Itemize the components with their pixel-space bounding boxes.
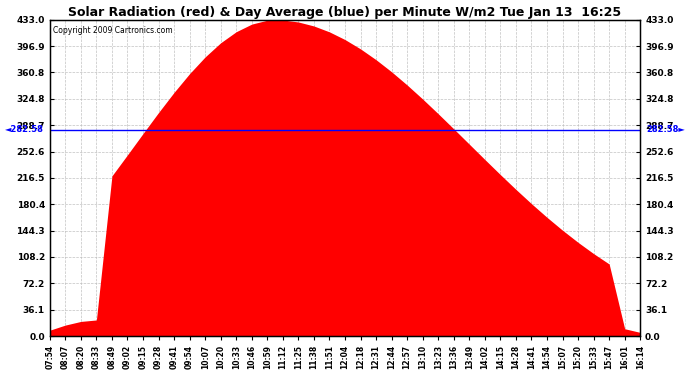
Text: ◄282.58: ◄282.58: [5, 125, 44, 134]
Text: 282.58►: 282.58►: [646, 125, 685, 134]
Title: Solar Radiation (red) & Day Average (blue) per Minute W/m2 Tue Jan 13  16:25: Solar Radiation (red) & Day Average (blu…: [68, 6, 622, 18]
Text: Copyright 2009 Cartronics.com: Copyright 2009 Cartronics.com: [52, 26, 172, 35]
